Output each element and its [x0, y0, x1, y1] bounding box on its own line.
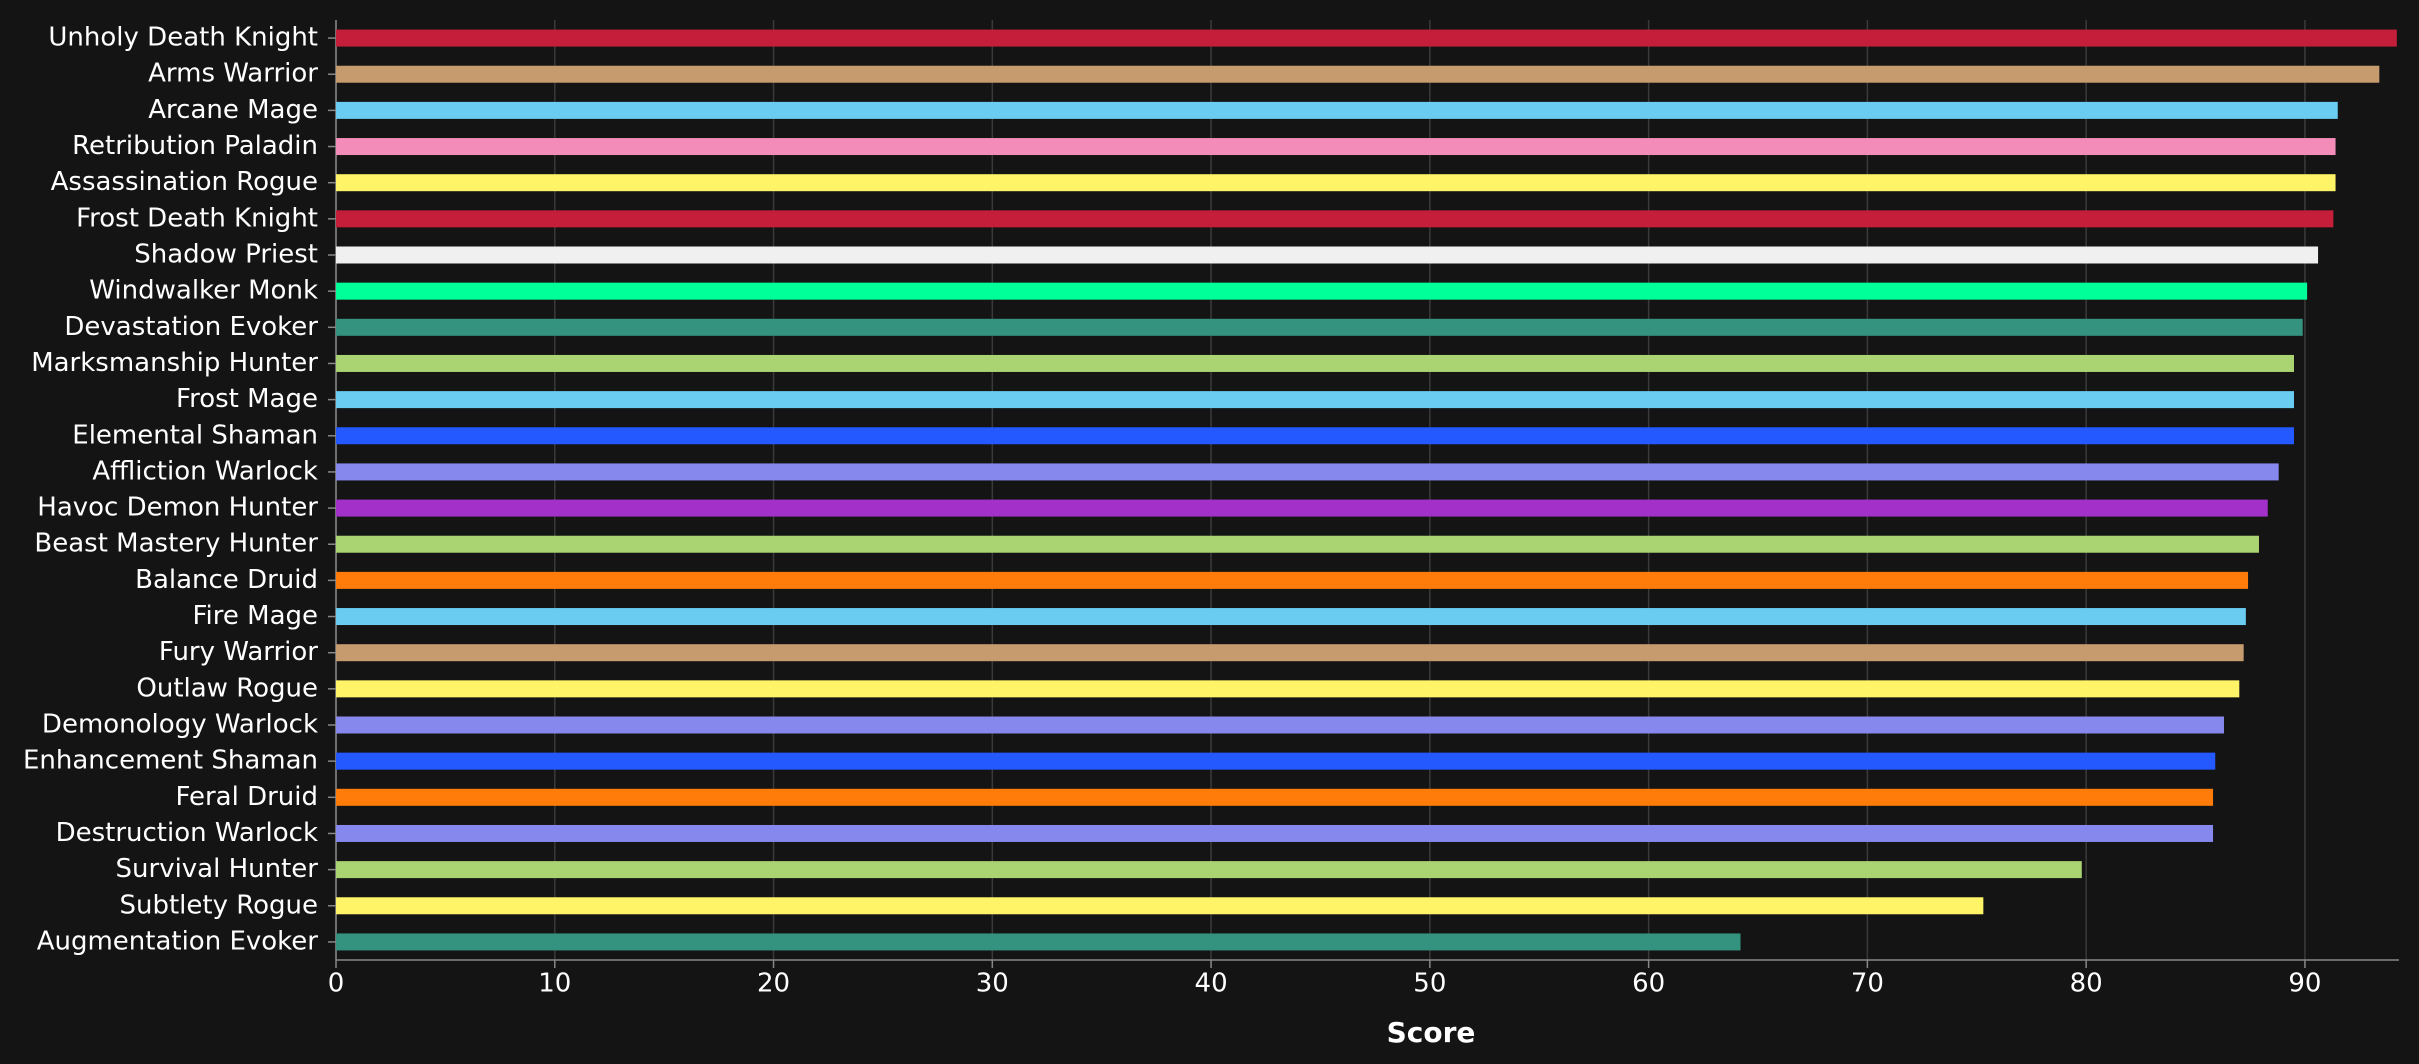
x-tick-label: 0: [328, 969, 345, 999]
y-tick-label: Retribution Paladin: [72, 131, 318, 161]
x-tick-label: 40: [1195, 969, 1228, 999]
y-tick-label: Elemental Shaman: [72, 420, 318, 450]
y-tick-label: Balance Druid: [135, 565, 318, 595]
y-tick-label: Feral Druid: [175, 782, 318, 812]
y-tick-label: Unholy Death Knight: [48, 23, 318, 53]
x-tick-label: 50: [1413, 969, 1446, 999]
bar: [336, 571, 2249, 589]
y-tick-label: Fury Warrior: [159, 637, 318, 667]
y-tick-label: Destruction Warlock: [56, 818, 318, 848]
x-axis-title: Score: [1387, 1016, 1476, 1049]
y-tick-label: Devastation Evoker: [64, 312, 318, 342]
bar: [336, 933, 1741, 951]
bar: [336, 752, 2216, 770]
x-tick-label: 60: [1632, 969, 1665, 999]
bar: [336, 861, 2082, 879]
bar: [336, 644, 2244, 662]
bar: [336, 101, 2338, 119]
bar: [336, 716, 2224, 734]
bar: [336, 535, 2259, 553]
bar: [336, 391, 2294, 409]
bar: [336, 138, 2336, 156]
y-tick-label: Enhancement Shaman: [23, 746, 318, 776]
bar: [336, 824, 2214, 842]
y-tick-label: Marksmanship Hunter: [31, 348, 318, 378]
bar: [336, 65, 2380, 83]
bar: [336, 210, 2334, 228]
bar: [336, 174, 2336, 192]
x-tick-label: 70: [1851, 969, 1884, 999]
y-tick-label: Assassination Rogue: [51, 167, 318, 197]
y-tick-label: Demonology Warlock: [42, 710, 318, 740]
y-tick-label: Havoc Demon Hunter: [37, 493, 318, 523]
bar: [336, 427, 2294, 445]
y-tick-label: Survival Hunter: [116, 854, 319, 884]
bar: [336, 29, 2397, 47]
x-tick-label: 90: [2288, 969, 2321, 999]
y-tick-label: Augmentation Evoker: [37, 926, 319, 956]
bar: [336, 608, 2246, 626]
bar: [336, 788, 2214, 806]
bar: [336, 897, 1984, 915]
y-tick-label: Subtlety Rogue: [119, 890, 318, 920]
y-tick-label: Windwalker Monk: [89, 276, 318, 306]
bar: [336, 354, 2294, 372]
bar: [336, 282, 2308, 300]
y-tick-label: Beast Mastery Hunter: [34, 529, 318, 559]
y-tick-label: Frost Mage: [176, 384, 318, 414]
y-tick-label: Frost Death Knight: [76, 203, 318, 233]
y-tick-label: Affliction Warlock: [92, 456, 318, 486]
y-tick-label: Outlaw Rogue: [136, 673, 318, 703]
bar: [336, 499, 2268, 517]
x-tick-label: 10: [538, 969, 571, 999]
bar: [336, 246, 2319, 264]
bar: [336, 463, 2279, 481]
bar: [336, 318, 2303, 336]
y-tick-label: Arms Warrior: [148, 59, 318, 89]
y-tick-label: Fire Mage: [192, 601, 318, 631]
y-tick-label: Arcane Mage: [148, 95, 318, 125]
y-tick-label: Shadow Priest: [134, 240, 318, 270]
x-tick-label: 20: [757, 969, 790, 999]
x-tick-label: 30: [976, 969, 1009, 999]
x-tick-label: 80: [2070, 969, 2103, 999]
bar: [336, 680, 2240, 698]
